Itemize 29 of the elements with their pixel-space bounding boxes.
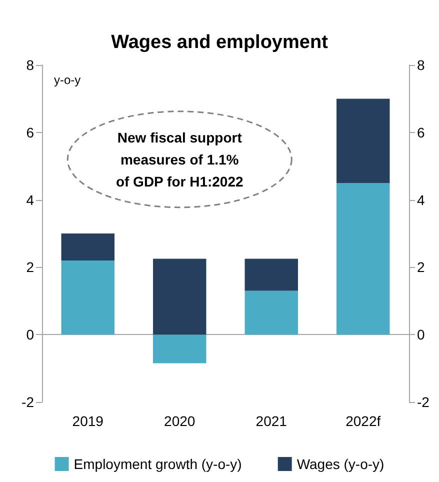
bar <box>244 290 298 335</box>
x-tick-label: 2019 <box>72 413 104 429</box>
y-tick-label: 6 <box>26 124 34 140</box>
legend-label: Employment growth (y-o-y) <box>74 456 242 472</box>
chart-title: Wages and employment <box>111 32 329 53</box>
y-tick-label: 0 <box>26 326 34 343</box>
y-tick-label: -2 <box>22 394 34 410</box>
y2-tick-label: 2 <box>417 259 425 276</box>
bar <box>61 260 114 335</box>
bar <box>61 234 114 260</box>
bar <box>336 182 390 335</box>
annotation: New fiscal support measures of 1.1% of GDP for H1:2022 <box>116 129 244 190</box>
x-tick-label: 2021 <box>256 413 288 429</box>
y2-tick-label: 8 <box>417 57 425 73</box>
bar <box>153 258 206 335</box>
y-tick-label: 8 <box>26 57 34 73</box>
bar <box>153 334 206 364</box>
y-tick-label: 2 <box>26 259 34 276</box>
y-tick-label: 4 <box>26 192 34 208</box>
x-tick-label: 2020 <box>164 413 196 429</box>
legend-label: Wages (y-o-y) <box>296 456 384 472</box>
x-tick-label: 2022f <box>346 413 381 429</box>
y2-tick-label: 4 <box>417 192 425 208</box>
y2-tick-label: 6 <box>417 124 425 140</box>
bar <box>336 98 390 183</box>
bar <box>244 258 298 291</box>
y-axis-title: y-o-y <box>54 73 81 87</box>
y2-tick-label: -2 <box>417 394 430 410</box>
y2-tick-label: 0 <box>417 326 425 343</box>
